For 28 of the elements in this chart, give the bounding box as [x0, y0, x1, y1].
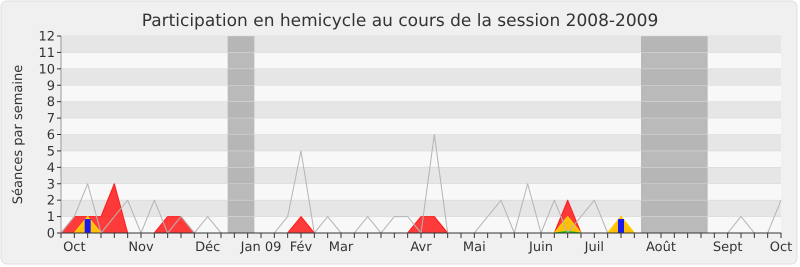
y-tick-label: 0: [46, 226, 55, 242]
y-tick-label: 9: [46, 78, 55, 94]
y-tick-label: 7: [46, 112, 55, 127]
y-tick-label: 12: [38, 30, 55, 45]
x-tick-label: Fév: [290, 240, 313, 255]
x-tick-label: Avr: [410, 240, 432, 255]
x-tick-label: Déc: [195, 240, 220, 255]
x-tick-label: Jan 09: [240, 240, 282, 255]
x-tick-label: Oct: [770, 240, 792, 255]
x-tick-label: Oct: [63, 240, 86, 255]
x-tick-label: Mai: [462, 240, 486, 255]
y-tick-label: 5: [46, 144, 55, 160]
y-tick-label: 10: [38, 62, 55, 78]
y-tick-label: 2: [46, 194, 55, 209]
y-tick-label: 6: [46, 128, 55, 144]
x-tick-label: Juin: [528, 240, 553, 255]
y-tick-label: 1: [46, 210, 55, 226]
y-tick-label: 3: [46, 177, 55, 192]
y-tick-label: 4: [46, 160, 55, 176]
x-tick-label: Sept: [712, 240, 742, 255]
y-tick-label: 11: [38, 46, 55, 61]
x-tick-label: Juil: [584, 240, 604, 255]
y-tick-label: 8: [46, 95, 55, 110]
chart-title: Participation en hemicycle au cours de la session 2008-2009: [142, 11, 658, 31]
x-tick-label: Mar: [328, 240, 354, 255]
y-axis-title: Séances par semaine: [11, 64, 26, 204]
x-tick-label: Nov: [128, 240, 154, 255]
x-tick-label: Août: [646, 240, 676, 255]
